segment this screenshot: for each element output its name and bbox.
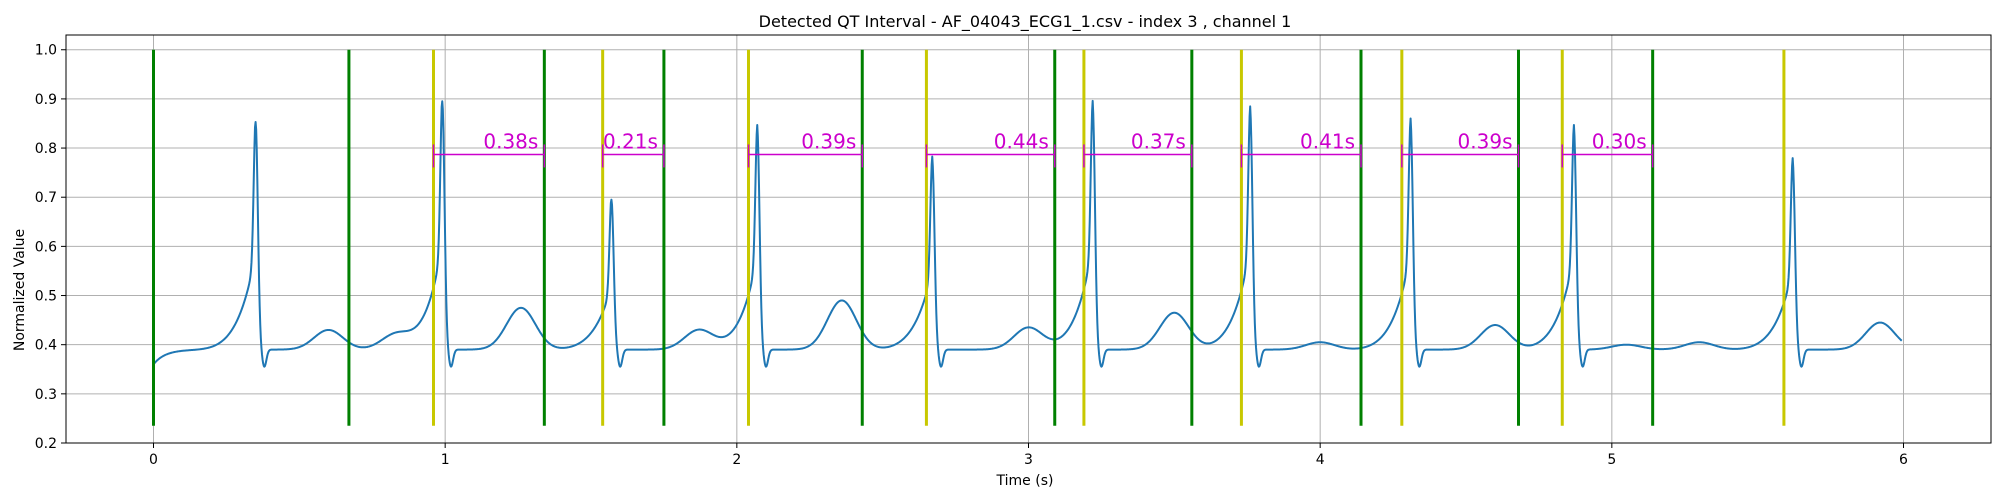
x-tick-label: 1 bbox=[441, 452, 450, 468]
x-tick-label: 4 bbox=[1316, 452, 1325, 468]
y-tick-label: 0.5 bbox=[35, 289, 57, 305]
y-tick-label: 0.7 bbox=[35, 190, 57, 206]
x-tick-label: 5 bbox=[1607, 452, 1616, 468]
qt-interval-label: 0.37s bbox=[1131, 129, 1186, 153]
qt-interval-label: 0.30s bbox=[1592, 129, 1647, 153]
y-tick-label: 0.8 bbox=[35, 141, 57, 157]
y-tick-label: 0.4 bbox=[35, 338, 57, 354]
y-tick-label: 0.3 bbox=[35, 387, 57, 403]
qt-interval-label: 0.39s bbox=[1458, 129, 1513, 153]
x-axis-title: Time (s) bbox=[996, 473, 1054, 489]
x-tick-label: 6 bbox=[1899, 452, 1908, 468]
y-axis-title: Normalized Value bbox=[12, 229, 28, 351]
qt-interval-label: 0.39s bbox=[801, 129, 856, 153]
chart-title: Detected QT Interval - AF_04043_ECG1_1.c… bbox=[759, 12, 1292, 32]
qt-interval-label: 0.38s bbox=[483, 129, 538, 153]
plot-frame bbox=[65, 34, 1992, 444]
qt-interval-label: 0.41s bbox=[1300, 129, 1355, 153]
y-tick-label: 0.6 bbox=[35, 239, 57, 255]
qt-interval-label: 0.21s bbox=[603, 129, 658, 153]
qt-interval-label: 0.44s bbox=[994, 129, 1049, 153]
plot-area: 0 1 2 3 4 5 6 0.2 0.3 0.4 0.5 0.6 0.7 0.8 0.9 1.0 0.38s 0… bbox=[35, 34, 1992, 468]
x-tick-label: 3 bbox=[1024, 452, 1033, 468]
x-tick-label: 0 bbox=[149, 452, 158, 468]
x-tick-label: 2 bbox=[732, 452, 741, 468]
y-tick-label: 0.2 bbox=[35, 436, 57, 452]
y-tick-label: 1.0 bbox=[35, 43, 57, 59]
ecg-signal-line bbox=[152, 99, 1903, 368]
y-tick-label: 0.9 bbox=[35, 92, 57, 108]
